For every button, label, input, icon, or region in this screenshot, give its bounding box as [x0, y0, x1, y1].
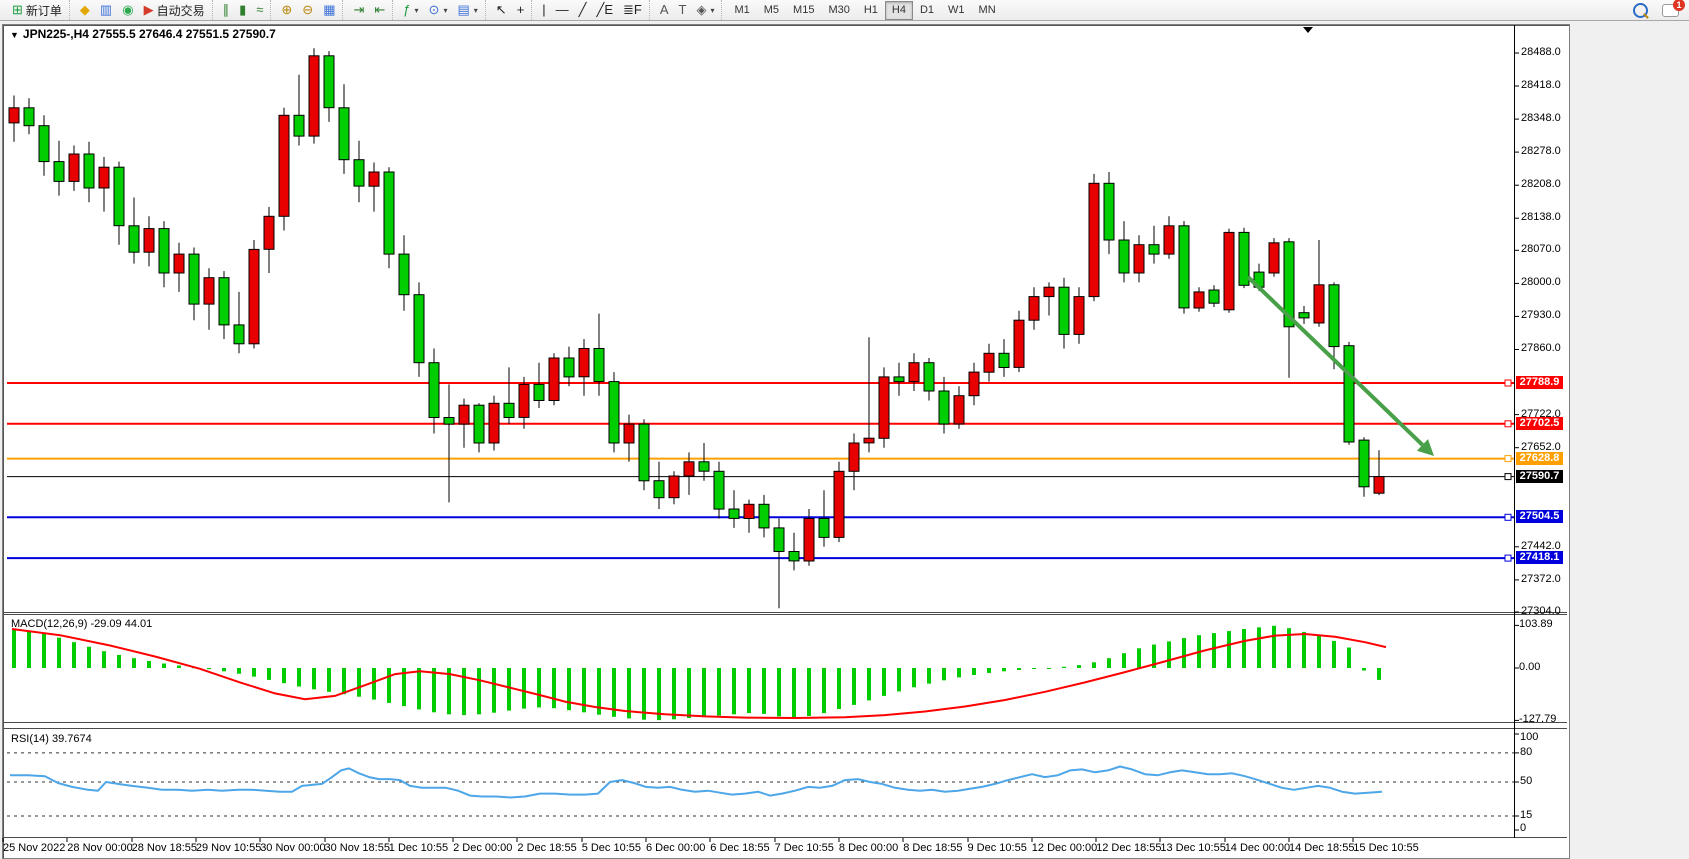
chat-icon[interactable]: 1	[1662, 0, 1685, 17]
signals-button[interactable]: ◉	[117, 0, 138, 20]
arrows-icon: ◈	[696, 2, 707, 17]
signal-icon: ◉	[122, 2, 134, 17]
crosshair-button[interactable]: +	[512, 0, 530, 20]
chevron-down-icon: ▾	[710, 5, 715, 15]
candlestick-button[interactable]: ▮	[234, 0, 251, 20]
arrows-button[interactable]: ◈ ▾	[691, 0, 719, 20]
zoom-in-button[interactable]: ⊕	[276, 0, 297, 20]
search-icon[interactable]	[1633, 2, 1648, 18]
tile-windows-icon: ▦	[323, 2, 336, 17]
toolbar: ⊞ 新订单 ◆ ▥ ◉ ▶ 自动交易 ∥ ▮ ≈ ⊕ ⊖ ▦ ⇥ ⇤ ƒ ▾ ⊙ ▾ ▤ ▾ ↖ + | — ╱ ╱E ≣F A T ◈ ▾ M…	[0, 0, 1689, 21]
zoom-out-button[interactable]: ⊖	[297, 0, 318, 20]
chart-window[interactable]	[2, 24, 1570, 859]
candlestick-icon: ▮	[239, 2, 247, 17]
fibonacci-button[interactable]: ≣F	[618, 0, 647, 20]
timeframe-m30-button[interactable]: M30	[828, 3, 850, 16]
cursor-arrow-icon: ↖	[495, 2, 507, 17]
auto-scroll-button[interactable]: ⇥	[348, 0, 369, 20]
indicators-icon: ƒ	[403, 2, 411, 17]
toolbar-group-draw: | — ╱ ╱E ≣F	[531, 0, 647, 20]
auto-scroll-icon: ⇥	[353, 2, 365, 17]
toolbar-group-scroll: ⇥ ⇤	[342, 0, 390, 20]
chevron-down-icon: ▾	[414, 5, 419, 15]
timeframe-m15-button[interactable]: M15	[793, 3, 815, 16]
wand-icon: ◆	[79, 2, 90, 17]
toolbar-group-insert: ƒ ▾ ⊙ ▾ ▤ ▾	[392, 0, 482, 20]
profiles-button[interactable]: ▥	[95, 0, 117, 20]
text-label-icon: T	[678, 2, 687, 17]
timeframe-m1-button[interactable]: M1	[734, 3, 750, 16]
chevron-down-icon: ▾	[473, 5, 478, 15]
periods-button[interactable]: ⊙ ▾	[424, 0, 453, 20]
autotrade-icon: ▶	[143, 2, 154, 17]
templates-button[interactable]: ▤ ▾	[452, 0, 482, 20]
trendline-icon: ╱	[578, 2, 587, 17]
template-icon: ▤	[457, 2, 470, 17]
timeframe-w1-button[interactable]: W1	[948, 3, 965, 16]
text-icon: A	[659, 2, 669, 17]
line-chart-icon: ≈	[256, 2, 264, 17]
new-order-button-label: 新订单	[25, 3, 62, 18]
fibonacci-icon: ≣F	[623, 2, 642, 17]
toolbar-group-text: A T ◈ ▾	[648, 0, 720, 20]
chevron-down-icon: ▾	[443, 5, 448, 15]
indicators-button[interactable]: ƒ ▾	[398, 0, 423, 20]
timeframe-d1-button[interactable]: D1	[919, 3, 935, 16]
zoom-in-icon: ⊕	[281, 2, 293, 17]
timeframe-mn-button[interactable]: MN	[978, 3, 996, 16]
bar-chart-button[interactable]: ∥	[218, 0, 235, 20]
chart-wizard-button[interactable]: ◆	[75, 0, 95, 20]
horizontal-line-button[interactable]: —	[551, 0, 574, 20]
vline-icon: |	[542, 2, 546, 17]
chart-shift-icon: ⇤	[374, 2, 386, 17]
crosshair-icon: +	[516, 2, 525, 17]
new-order-icon: ⊞	[12, 2, 23, 17]
clock-icon: ⊙	[428, 2, 440, 17]
notification-badge: 1	[1673, 0, 1685, 11]
line-chart-button[interactable]: ≈	[251, 0, 268, 20]
timeframe-h1-button[interactable]: H1	[863, 3, 878, 16]
channel-icon: ╱E	[596, 2, 614, 17]
new-order-button[interactable]: ⊞ 新订单	[7, 0, 67, 20]
cursor-button[interactable]: ↖	[491, 0, 512, 20]
timeframe-h4-button[interactable]: H4	[884, 0, 913, 20]
toolbar-right: 1	[1633, 0, 1689, 18]
timeframe-m5-button[interactable]: M5	[763, 3, 780, 16]
trendline-button[interactable]: ╱	[574, 0, 592, 20]
zoom-out-icon: ⊖	[302, 2, 314, 17]
toolbar-group-order: ⊞ 新订单	[2, 0, 67, 20]
auto-trading-button-label: 自动交易	[156, 3, 205, 18]
text-label-button[interactable]: T	[674, 0, 692, 20]
vertical-line-button[interactable]: |	[537, 0, 550, 20]
channel-button[interactable]: ╱E	[592, 0, 619, 20]
text-button[interactable]: A	[655, 0, 674, 20]
chart-shift-button[interactable]: ⇤	[369, 0, 390, 20]
toolbar-group-zoom: ⊕ ⊖ ▦	[270, 0, 340, 20]
auto-trading-button[interactable]: ▶ 自动交易	[139, 0, 210, 20]
toolbar-group-timeframes: M1 M5 M15 M30 H1 H4 D1 W1 MN	[721, 0, 1002, 20]
monitor-icon: ▥	[99, 2, 113, 17]
hline-icon: —	[555, 2, 569, 17]
toolbar-group-tools: ◆ ▥ ◉ ▶ 自动交易	[68, 0, 210, 20]
toolbar-group-cursor: ↖ +	[484, 0, 530, 20]
bar-chart-icon: ∥	[222, 2, 230, 17]
tile-windows-button[interactable]: ▦	[318, 0, 340, 20]
toolbar-group-chart-modes: ∥ ▮ ≈	[211, 0, 269, 20]
